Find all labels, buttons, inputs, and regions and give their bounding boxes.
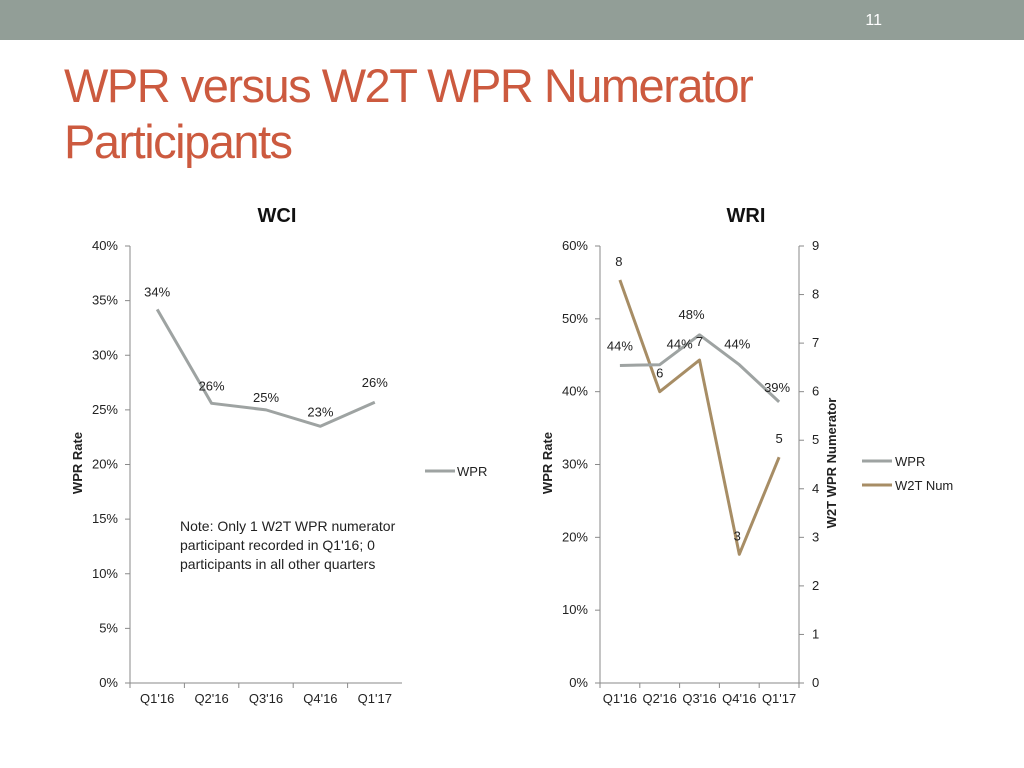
- data-label: 8: [615, 254, 622, 269]
- x-tick-label: Q3'16: [249, 691, 283, 706]
- top-bar: [0, 0, 1024, 40]
- x-tick-label: Q4'16: [722, 691, 756, 706]
- y2-axis-label: W2T WPR Numerator: [824, 398, 839, 529]
- data-label: 26%: [199, 378, 225, 393]
- data-label: 44%: [724, 337, 750, 352]
- y-tick-label: 20%: [562, 529, 588, 544]
- y-tick-label: 30%: [562, 457, 588, 472]
- y2-tick-label: 2: [812, 578, 819, 593]
- x-tick-label: Q3'16: [682, 691, 716, 706]
- series-line-wpr: [155, 308, 376, 428]
- data-label: 34%: [144, 284, 170, 299]
- y-tick-label: 10%: [562, 602, 588, 617]
- y2-tick-label: 5: [812, 432, 819, 447]
- data-label: 7: [696, 334, 703, 349]
- y-tick-label: 30%: [92, 347, 118, 362]
- series-line-w2t-num: [618, 279, 781, 556]
- data-label: 39%: [764, 380, 790, 395]
- chart-title-wri: WRI: [727, 205, 766, 227]
- data-label: 25%: [253, 390, 279, 405]
- x-tick-label: Q1'17: [762, 691, 796, 706]
- y-axis-label: WPR Rate: [70, 432, 85, 494]
- y-tick-label: 0%: [99, 675, 118, 690]
- y-tick-label: 10%: [92, 566, 118, 581]
- data-label: 3: [734, 528, 741, 543]
- y2-tick-label: 1: [812, 626, 819, 641]
- slide-title: WPR versus W2T WPR Numerator Participant…: [64, 58, 964, 170]
- note-text-line: participants in all other quarters: [180, 556, 375, 572]
- slide-number: 11: [865, 12, 882, 29]
- y2-tick-label: 3: [812, 529, 819, 544]
- data-label: 6: [656, 366, 663, 381]
- y-axis-label: WPR Rate: [540, 432, 555, 494]
- legend-label-wpr: WPR: [457, 464, 487, 479]
- legend-label-wpr: WPR: [895, 454, 925, 469]
- x-tick-label: Q4'16: [303, 691, 337, 706]
- chart-title-wci: WCI: [258, 205, 297, 227]
- legend-label-w2t-num: W2T Num: [895, 478, 953, 493]
- y-tick-label: 40%: [562, 384, 588, 399]
- x-tick-label: Q2'16: [194, 691, 228, 706]
- slide-title-line-2: Participants: [64, 115, 293, 168]
- series-line-wpr: [619, 333, 781, 403]
- y-tick-label: 40%: [92, 238, 118, 253]
- data-label: 44%: [607, 338, 633, 353]
- data-label: 26%: [362, 375, 388, 390]
- slide-title-line-1: WPR versus W2T WPR Numerator: [64, 59, 754, 112]
- y-tick-label: 5%: [99, 620, 118, 635]
- y-tick-label: 35%: [92, 293, 118, 308]
- y-tick-label: 20%: [92, 457, 118, 472]
- data-label: 5: [775, 431, 782, 446]
- note-text-line: Note: Only 1 W2T WPR numerator: [180, 518, 396, 534]
- y-tick-label: 25%: [92, 402, 118, 417]
- data-label: 44%: [667, 337, 693, 352]
- data-label: 23%: [307, 404, 333, 419]
- x-tick-label: Q1'17: [358, 691, 392, 706]
- y-tick-label: 50%: [562, 311, 588, 326]
- y-tick-label: 0%: [569, 675, 588, 690]
- y2-tick-label: 9: [812, 238, 819, 253]
- y2-tick-label: 8: [812, 287, 819, 302]
- x-tick-label: Q2'16: [643, 691, 677, 706]
- data-label: 48%: [678, 307, 704, 322]
- y2-tick-label: 7: [812, 335, 819, 350]
- x-tick-label: Q1'16: [140, 691, 174, 706]
- note-text-line: participant recorded in Q1'16; 0: [180, 537, 375, 553]
- x-tick-label: Q1'16: [603, 691, 637, 706]
- y-tick-label: 15%: [92, 511, 118, 526]
- y2-tick-label: 6: [812, 384, 819, 399]
- y-tick-label: 60%: [562, 238, 588, 253]
- y2-tick-label: 4: [812, 481, 819, 496]
- y2-tick-label: 0: [812, 675, 819, 690]
